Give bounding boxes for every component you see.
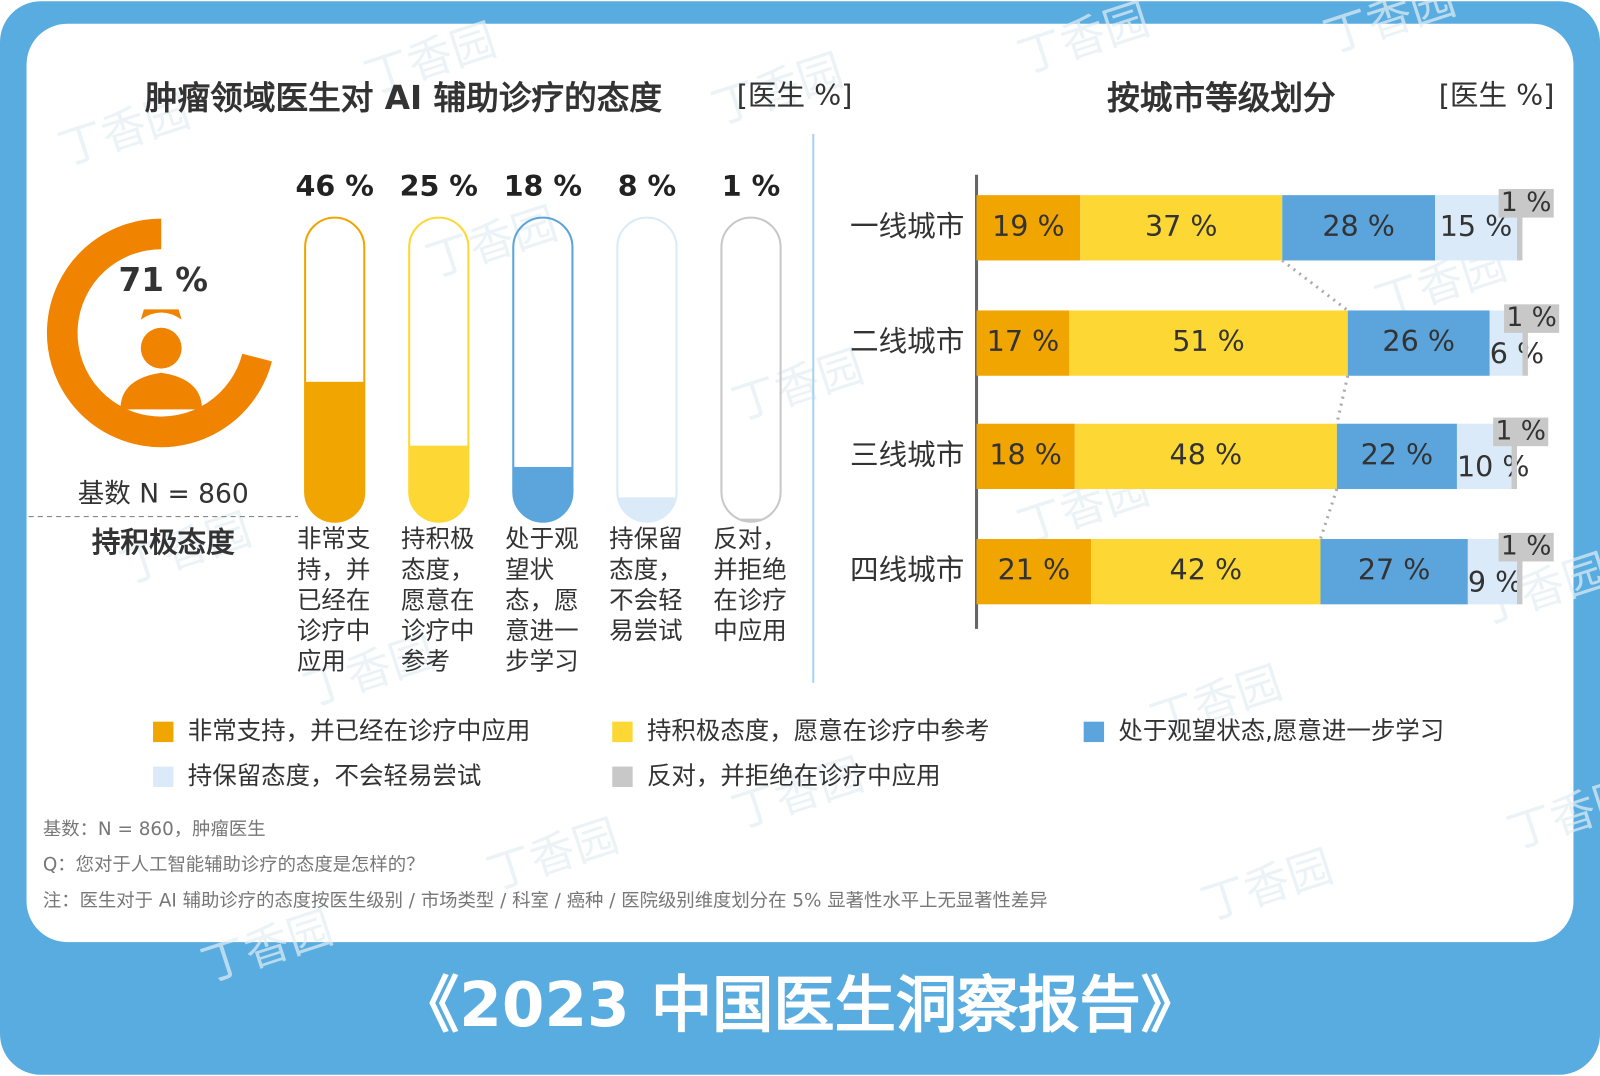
bar-segment — [1516, 539, 1523, 605]
category-text: 持积极态度，愿意在诊疗中参考 — [401, 524, 475, 676]
category-label: 反对，并拒绝在诊疗中应用 — [713, 524, 787, 646]
legend-swatch — [153, 721, 174, 743]
left-unit: [医生 %] — [737, 78, 853, 112]
value-label: 19 % — [992, 209, 1065, 243]
value-label: 27 % — [1358, 553, 1431, 587]
tube-outline — [616, 216, 678, 523]
value-label: 1 % — [722, 169, 780, 203]
label-box — [1498, 532, 1554, 562]
category-label: 处于观望状态，愿意进一步学习 — [505, 524, 579, 676]
connector — [1319, 488, 1339, 540]
legend-swatch — [153, 766, 174, 787]
tube-fill — [721, 518, 781, 522]
tube-fill — [305, 381, 365, 522]
tube-outline — [720, 216, 782, 523]
donut-label: 71 % — [119, 261, 209, 299]
category-label: 持积极态度，愿意在诊疗中参考 — [401, 524, 475, 676]
label-box — [1493, 417, 1549, 447]
label-box — [1498, 189, 1554, 218]
value-label: 37 % — [1145, 209, 1218, 243]
value-label: 26 % — [1382, 324, 1455, 358]
category-text: 非常支持，并已经在诊疗中应用 — [296, 524, 371, 676]
bar-segment — [1074, 423, 1337, 490]
value-label: 21 % — [998, 553, 1071, 587]
legend-label: 反对，并拒绝在诊疗中应用 — [647, 761, 941, 790]
value-label: 48 % — [1170, 437, 1243, 471]
note: 注：医生对于 AI 辅助诊疗的态度按医生级别 / 市场类型 / 科室 / 癌种 … — [43, 890, 1048, 911]
tube-outline — [408, 216, 470, 523]
legend-swatch — [1083, 721, 1105, 743]
category-text: 处于观望状态，愿意进一步学习 — [505, 524, 579, 676]
legend-label: 非常支持，并已经在诊疗中应用 — [188, 716, 531, 745]
y-tick-label: 二线城市 — [850, 324, 964, 358]
footer: 《2023 中国医生洞察报告》 — [398, 970, 1202, 1041]
bar-segment — [1347, 310, 1490, 376]
nurse-icon — [120, 309, 203, 410]
value-label: 51 % — [1172, 324, 1245, 358]
value-label: 18 % — [989, 437, 1062, 471]
value-label: 8 % — [618, 169, 676, 203]
legend-label: 处于观望状态,愿意进一步学习 — [1118, 716, 1444, 745]
value-label: 9 % — [1468, 565, 1522, 599]
tube-fill — [409, 445, 469, 522]
category-label: 非常支持，并已经在诊疗中应用 — [296, 524, 371, 676]
label-box — [1504, 304, 1560, 333]
bar-segment — [1080, 195, 1283, 261]
value-label: 46 % — [296, 169, 374, 203]
bar-segment — [1091, 539, 1321, 605]
value-label: 22 % — [1361, 437, 1434, 471]
category-label: 持保留态度，不会轻易尝试 — [609, 524, 683, 646]
bar-segment — [976, 423, 1075, 490]
value-label: 17 % — [987, 324, 1060, 358]
note: 基数：N = 860，肿瘤医生 — [43, 819, 266, 840]
legend-swatch — [612, 766, 633, 787]
bar-segment — [1522, 310, 1528, 376]
value-label: 1 % — [1501, 531, 1552, 562]
bar-segment — [976, 539, 1092, 605]
tube-outline — [304, 216, 366, 523]
bar-segment — [976, 195, 1081, 261]
base-label: 基数 N = 860 — [78, 479, 249, 510]
category-text: 持保留态度，不会轻易尝试 — [609, 524, 683, 646]
tube-outline — [512, 216, 574, 523]
bar-segment — [1069, 310, 1348, 376]
value-label: 18 % — [504, 169, 582, 203]
note: Q：您对于人工智能辅助诊疗的态度是怎样的？ — [43, 855, 425, 876]
legend-label: 持保留态度，不会轻易尝试 — [188, 761, 482, 790]
value-label: 1 % — [1501, 187, 1552, 218]
bar-segment — [1511, 423, 1517, 490]
y-tick-label: 三线城市 — [850, 437, 964, 471]
right-unit: [医生 %] — [1439, 78, 1555, 112]
legend-swatch — [612, 721, 633, 743]
legend-label: 持积极态度，愿意在诊疗中参考 — [647, 716, 990, 745]
donut-caption: 持积极态度 — [92, 525, 235, 559]
bar-segment — [1320, 539, 1468, 605]
value-label: 6 % — [1490, 336, 1544, 370]
value-label: 42 % — [1170, 553, 1243, 587]
bar-segment — [1336, 423, 1457, 490]
bar-segment — [1282, 195, 1436, 261]
value-label: 25 % — [400, 169, 478, 203]
connector — [1335, 375, 1350, 425]
donut-arc — [46, 218, 272, 448]
tube-fill — [513, 466, 573, 522]
right-title: 按城市等级划分 — [1107, 79, 1336, 117]
value-label: 1 % — [1506, 302, 1557, 333]
value-label: 10 % — [1457, 450, 1530, 484]
category-text: 反对，并拒绝在诊疗中应用 — [713, 524, 787, 646]
value-label: 1 % — [1495, 415, 1546, 446]
bar-segment — [976, 310, 1070, 376]
y-tick-label: 一线城市 — [850, 209, 964, 243]
bar-segment — [1516, 195, 1523, 261]
value-label: 28 % — [1322, 209, 1395, 243]
left-title: 肿瘤领域医生对 AI 辅助诊疗的态度 — [145, 79, 662, 117]
y-tick-label: 四线城市 — [850, 553, 964, 587]
